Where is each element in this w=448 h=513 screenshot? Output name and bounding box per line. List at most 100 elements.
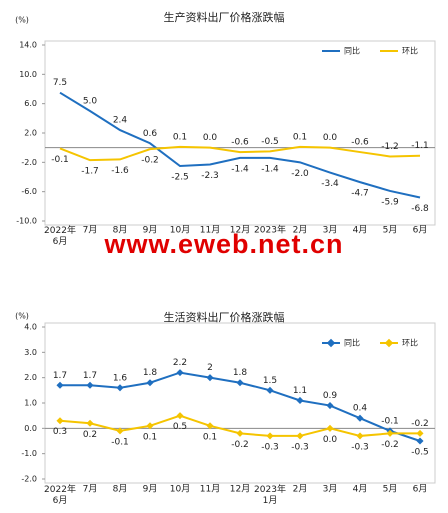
point [56,381,64,389]
y-tick-label: 0.0 [24,424,37,433]
x-tick-label: 10月 [170,225,190,236]
legend-label: 同比 [344,46,360,56]
data-label: -1.2 [381,142,399,152]
data-label: -1.6 [111,166,129,176]
data-label: 1.5 [263,376,277,386]
x-tick-label: 2月 [293,484,308,495]
point [206,374,214,382]
x-tick-label: 5月 [383,225,398,236]
legend-label: 环比 [402,338,418,348]
legend-label: 环比 [402,46,418,56]
x-tick-label-line: 1月 [263,495,278,506]
y-tick-label: 4.0 [24,323,37,332]
x-tick-label: 4月 [353,484,368,495]
chart-title: 生活资料出厂价格涨跌幅 [164,310,285,324]
x-tick-label-line: 6月 [53,495,68,506]
y-tick-label: -1.0 [21,449,37,458]
data-label: -0.2 [141,156,159,166]
data-label: 0.3 [53,427,67,437]
point [296,432,304,440]
y-tick-label: 1.0 [24,399,37,408]
y-tick-label: -10.0 [16,217,37,226]
data-label: 1.7 [53,371,67,381]
data-label: 0.1 [173,132,187,142]
data-label: 1.8 [233,368,248,378]
x-tick-label-line: 6月 [53,236,68,247]
data-label: -0.2 [411,419,429,429]
chart-title: 生产资料出厂价格涨跌幅 [164,10,285,24]
data-label: -0.1 [381,416,399,426]
data-label: -2.5 [171,173,189,183]
x-tick-label-line: 2023年 [254,483,286,495]
legend-label: 同比 [344,338,360,348]
data-label: -0.6 [351,138,369,148]
point [386,429,394,437]
y-tick-label: 14.0 [19,41,37,50]
panel: 生活资料出厂价格涨跌幅 (%) -2.0 -1.0 0.0 1.0 2.0 3.0 4.0 202… [15,310,436,506]
data-label: 0.0 [203,133,218,143]
point [146,379,154,387]
point [416,429,424,437]
data-label: -1.7 [81,167,99,177]
x-tick-label: 8月 [113,484,128,495]
data-label: -2.0 [291,169,309,179]
point [356,432,364,440]
x-tick-label: 3月 [323,484,338,495]
y-unit: (%) [15,312,29,321]
x-tick-label: 2022年 6月 [44,224,76,247]
data-label: 0.1 [203,432,217,442]
point [416,437,424,445]
x-tick-label: 12月 [230,225,250,236]
data-label: -6.8 [411,204,429,214]
data-label: -0.2 [231,440,249,450]
data-label: -0.1 [51,155,69,165]
point [86,381,94,389]
point [206,422,214,430]
data-label: 2.4 [113,116,128,126]
data-label: -3.4 [321,179,339,189]
point [56,417,64,425]
data-label: 2 [207,363,213,373]
x-tick-label: 5月 [383,484,398,495]
data-label: -4.7 [351,189,369,199]
x-tick-label: 7月 [83,484,98,495]
data-label: -0.3 [261,442,279,452]
data-label: -0.1 [111,437,129,447]
point [236,379,244,387]
data-label: 0.6 [143,129,158,139]
data-label: 0.4 [353,404,368,414]
y-unit: (%) [15,16,29,25]
y-tick-label: -6.0 [21,187,37,196]
y-tick-label: -2.0 [21,158,37,167]
x-tick-label: 11月 [200,225,220,236]
legend-marker [384,338,394,348]
series-line [59,145,421,162]
point [356,414,364,422]
x-tick-label: 2023年 1月 [254,483,286,506]
data-label: -1.1 [411,141,429,151]
x-tick-label: 6月 [413,484,428,495]
data-label: 0.1 [293,132,307,142]
data-label: -1.4 [231,164,249,174]
x-tick-label: 7月 [83,225,98,236]
y-tick-label: 6.0 [24,99,37,108]
data-label: 0.0 [323,435,338,445]
x-tick-label: 10月 [170,484,190,495]
watermark: www.eweb.net.cn [103,229,343,259]
point [86,419,94,427]
x-tick-label-line: 2022年 [44,224,76,236]
data-label: -0.3 [351,442,369,452]
legend-marker [326,338,336,348]
x-tick-label: 8月 [113,225,128,236]
point [116,384,124,392]
data-label: 7.5 [53,78,67,88]
y-tick-label: 10.0 [19,70,37,79]
point [326,424,334,432]
data-label: -5.9 [381,197,399,207]
x-tick-label: 9月 [143,484,158,495]
data-label: 0.1 [143,432,157,442]
data-label: -0.6 [231,138,249,148]
data-label: -1.4 [261,164,279,174]
data-label: 0.0 [323,133,338,143]
